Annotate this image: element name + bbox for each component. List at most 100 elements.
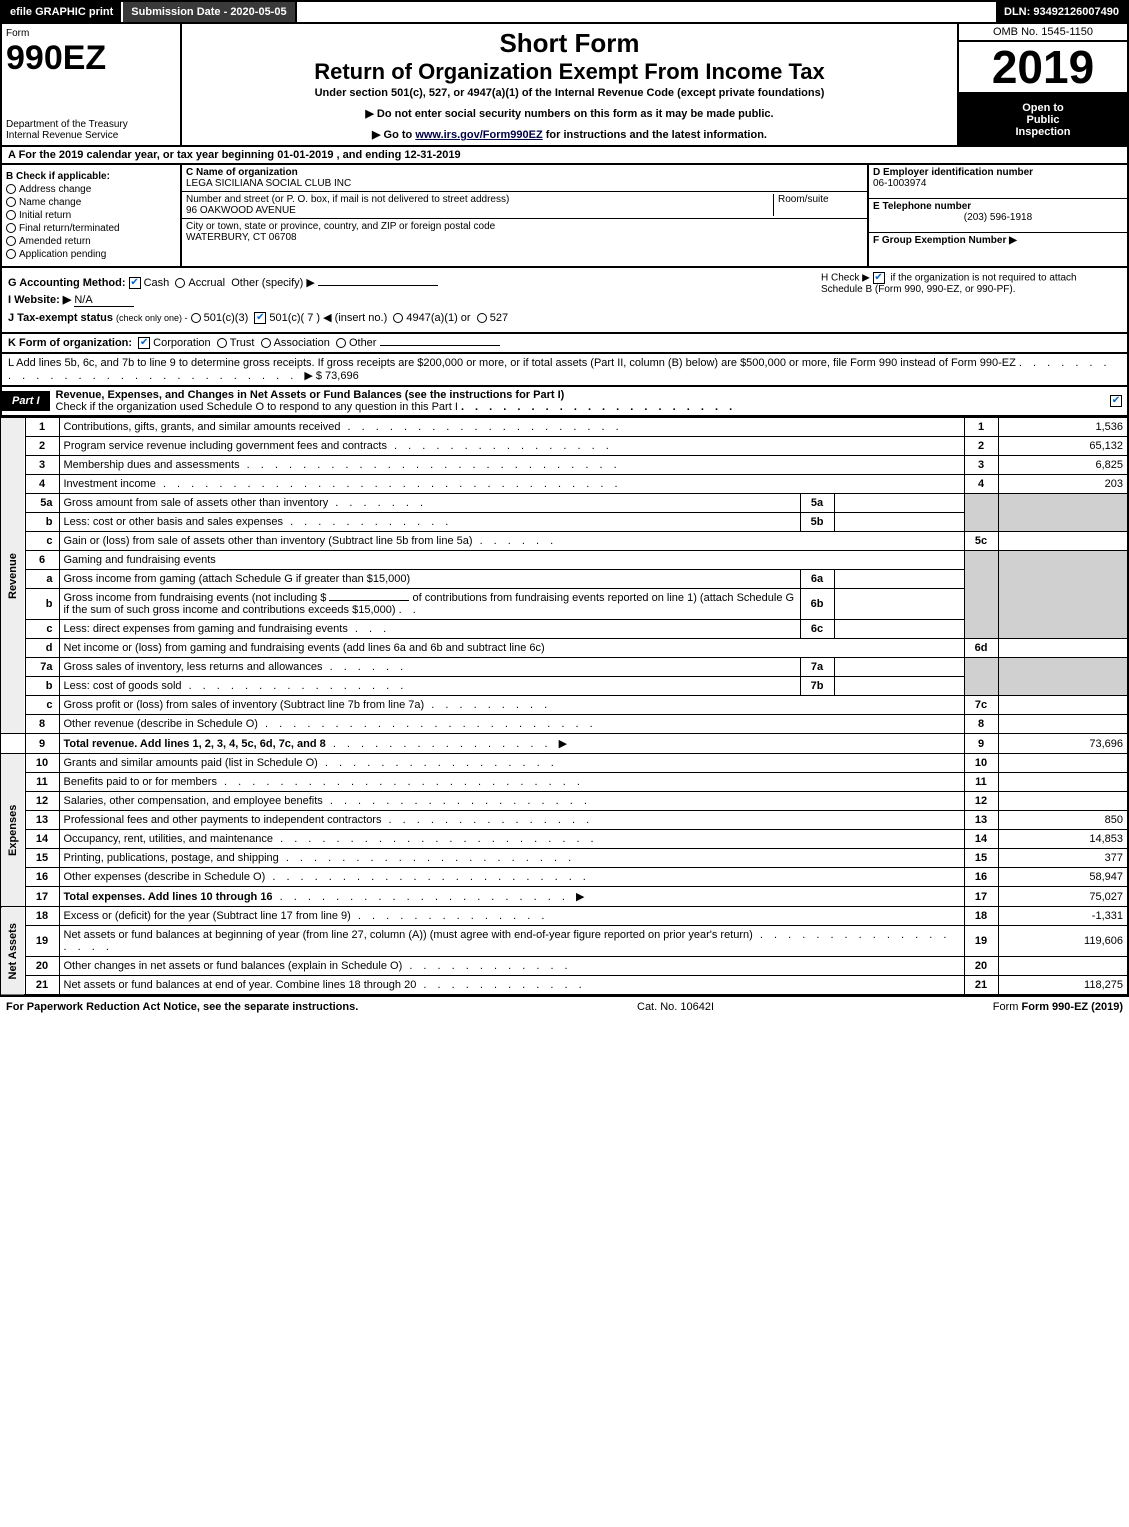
submission-date-button[interactable]: Submission Date - 2020-05-05 [123, 2, 296, 22]
g-other-input[interactable] [318, 285, 438, 286]
d-8: Other revenue (describe in Schedule O) [64, 718, 258, 730]
d-5a: Gross amount from sale of assets other t… [64, 497, 329, 509]
a-5c [998, 532, 1128, 551]
n-3: 3 [964, 456, 998, 475]
k-corp-checkbox[interactable] [138, 337, 150, 349]
part1-dots: . . . . . . . . . . . . . . . . . . . . [461, 401, 736, 413]
j-501c-label: 501(c)( 7 ) ◀ (insert no.) [269, 312, 387, 324]
a-19: 119,606 [998, 926, 1128, 957]
n-13: 13 [964, 811, 998, 830]
insp-1: Open to [965, 102, 1121, 114]
financial-table: Revenue 1 Contributions, gifts, grants, … [0, 417, 1129, 996]
insp-2: Public [965, 114, 1121, 126]
ein: 06-1003974 [873, 178, 926, 189]
d-7a: Gross sales of inventory, less returns a… [64, 661, 323, 673]
d-11: Benefits paid to or for members [64, 776, 217, 788]
n-12: 12 [964, 792, 998, 811]
g-cash-label: Cash [144, 277, 170, 289]
sa-6c [834, 620, 964, 639]
k-label: K Form of organization: [8, 337, 132, 349]
f-label: F Group Exemption Number ▶ [873, 235, 1017, 246]
g-accrual-radio[interactable] [175, 278, 185, 288]
i-label: I Website: ▶ [8, 294, 71, 306]
insp-3: Inspection [965, 126, 1121, 138]
form-label: Form [6, 28, 176, 39]
n-1: 1 [964, 418, 998, 437]
n-21: 21 [964, 976, 998, 996]
part1-header: Part I Revenue, Expenses, and Changes in… [0, 387, 1129, 417]
d-12: Salaries, other compensation, and employ… [64, 795, 323, 807]
b-item-amended: Amended return [6, 236, 176, 247]
k-other-radio[interactable] [336, 338, 346, 348]
header-center: Short Form Return of Organization Exempt… [182, 24, 957, 145]
j-527-radio[interactable] [477, 313, 487, 323]
d-5c: Gain or (loss) from sale of assets other… [64, 535, 473, 547]
footer-left: For Paperwork Reduction Act Notice, see … [6, 1001, 358, 1013]
b-label: B Check if applicable: [6, 171, 176, 182]
d-6: Gaming and fundraising events [64, 554, 216, 566]
org-name: LEGA SICILIANA SOCIAL CLUB INC [186, 178, 351, 189]
6b-blank[interactable] [329, 600, 409, 601]
sa-7b [834, 677, 964, 696]
n-4: 4 [964, 475, 998, 494]
row-k: K Form of organization: Corporation Trus… [0, 334, 1129, 354]
k-assoc: Association [274, 337, 330, 349]
g-label: G Accounting Method: [8, 277, 126, 289]
n-8: 8 [964, 715, 998, 734]
sn-5b: 5b [800, 513, 834, 532]
n-15: 15 [964, 849, 998, 868]
d-6a: Gross income from gaming (attach Schedul… [64, 573, 411, 585]
goto-pre: ▶ Go to [372, 129, 415, 141]
b-item-name: Name change [6, 197, 176, 208]
d-10: Grants and similar amounts paid (list in… [64, 757, 318, 769]
n-19: 19 [964, 926, 998, 957]
d-9: Total revenue. Add lines 1, 2, 3, 4, 5c,… [64, 738, 326, 750]
form-header: Form 990EZ Department of the Treasury In… [0, 24, 1129, 147]
row-a-taxyear: A For the 2019 calendar year, or tax yea… [0, 147, 1129, 165]
a-15: 377 [998, 849, 1128, 868]
h-checkbox[interactable] [873, 272, 885, 284]
part1-label: Part I [2, 391, 50, 411]
a-4: 203 [998, 475, 1128, 494]
page-footer: For Paperwork Reduction Act Notice, see … [0, 996, 1129, 1017]
footer-mid: Cat. No. 10642I [637, 1001, 714, 1013]
efile-print-button[interactable]: efile GRAPHIC print [2, 2, 123, 22]
a-14: 14,853 [998, 830, 1128, 849]
j-501c3-radio[interactable] [191, 313, 201, 323]
subtitle-ssn: ▶ Do not enter social security numbers o… [186, 107, 953, 120]
dln-label: DLN: 93492126007490 [996, 2, 1127, 22]
n-18: 18 [964, 907, 998, 926]
footer-right: Form Form 990-EZ (2019) [993, 1001, 1123, 1013]
g-other-label: Other (specify) ▶ [231, 277, 315, 289]
b-item-final: Final return/terminated [6, 223, 176, 234]
d-17: Total expenses. Add lines 10 through 16 [64, 891, 273, 903]
d-14: Occupancy, rent, utilities, and maintena… [64, 833, 274, 845]
part1-title: Revenue, Expenses, and Changes in Net As… [50, 387, 1108, 415]
side-revenue: Revenue [1, 418, 25, 734]
row-l: L Add lines 5b, 6c, and 7b to line 9 to … [0, 354, 1129, 387]
n-10: 10 [964, 754, 998, 773]
irs-link[interactable]: www.irs.gov/Form990EZ [415, 129, 542, 141]
g-cash-checkbox[interactable] [129, 277, 141, 289]
entity-block: B Check if applicable: Address change Na… [0, 165, 1129, 268]
k-trust-radio[interactable] [217, 338, 227, 348]
j-501c-checkbox[interactable] [254, 312, 266, 324]
a-12 [998, 792, 1128, 811]
col-b: B Check if applicable: Address change Na… [2, 165, 182, 266]
d-6c: Less: direct expenses from gaming and fu… [64, 623, 348, 635]
header-left: Form 990EZ Department of the Treasury In… [2, 24, 182, 145]
d-4: Investment income [64, 478, 156, 490]
a-3: 6,825 [998, 456, 1128, 475]
k-other-input[interactable] [380, 345, 500, 346]
part1-checkbox[interactable] [1110, 395, 1122, 407]
k-assoc-radio[interactable] [261, 338, 271, 348]
n-14: 14 [964, 830, 998, 849]
side-netassets: Net Assets [1, 907, 25, 996]
a-1: 1,536 [998, 418, 1128, 437]
title-short-form: Short Form [186, 28, 953, 59]
a-20 [998, 957, 1128, 976]
j-4947-radio[interactable] [393, 313, 403, 323]
l-amount: ▶ $ 73,696 [304, 370, 358, 382]
sn-7a: 7a [800, 658, 834, 677]
d-3: Membership dues and assessments [64, 459, 240, 471]
